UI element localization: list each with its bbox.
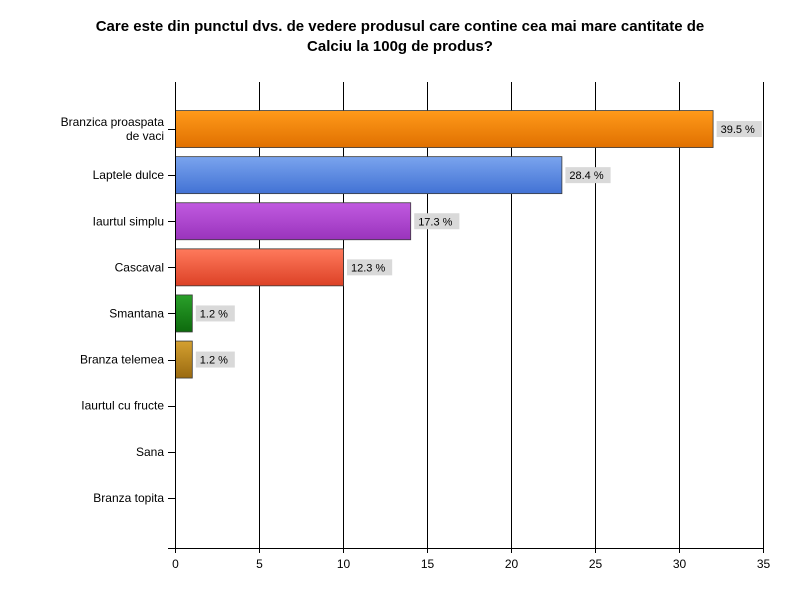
labels: 0 5 10 15 20 25 30 35 Branzica proaspata de vaci 3… <box>61 115 771 571</box>
data-label-3: 12.3 % <box>351 262 385 274</box>
data-label-bg-1 <box>565 167 611 184</box>
x-tick-label-15: 15 <box>421 557 435 571</box>
chart-title: Care este din punctul dvs. de vedere pro… <box>0 17 800 57</box>
data-label-0: 39.5 % <box>721 124 755 136</box>
data-label-bg-2 <box>414 213 460 230</box>
data-label-1: 28.4 % <box>569 170 603 182</box>
category-label-3: Cascaval <box>115 260 164 274</box>
x-tick-label-5: 5 <box>256 557 263 571</box>
x-tick-label-35: 35 <box>757 557 771 571</box>
x-tick-label-25: 25 <box>589 557 603 571</box>
category-label-2: Iaurtul simplu <box>93 214 164 228</box>
bars <box>175 110 714 379</box>
bar-1 <box>175 156 563 195</box>
bar-3 <box>175 248 344 287</box>
bar-0 <box>175 110 714 148</box>
bar-5 <box>175 340 193 379</box>
bar-4 <box>175 294 193 333</box>
x-tick-label-10: 10 <box>337 557 351 571</box>
chart-title-line-1: Care este din punctul dvs. de vedere pro… <box>95 18 705 35</box>
x-tick-label-20: 20 <box>505 557 519 571</box>
data-label-bg-4 <box>195 305 235 322</box>
category-label-0: Branzica proaspata de vaci <box>61 115 165 143</box>
data-label-bg-5 <box>195 351 235 368</box>
data-label-5: 1.2 % <box>200 355 228 367</box>
data-label-2: 17.3 % <box>418 216 452 228</box>
bar-2 <box>175 202 412 241</box>
axes <box>168 82 764 553</box>
chart-title-line-2: Calciu la 100g de produs? <box>307 38 493 55</box>
gridlines <box>259 82 764 548</box>
category-label-4: Smantana <box>109 306 164 320</box>
category-label-8: Branza topita <box>93 491 164 505</box>
data-label-4: 1.2 % <box>200 308 228 320</box>
x-tick-label-30: 30 <box>673 557 687 571</box>
data-label-bg-0 <box>716 121 762 138</box>
category-label-6: Iaurtul cu fructe <box>81 399 164 413</box>
category-label-1: Laptele dulce <box>93 168 165 182</box>
category-label-5: Branza telemea <box>80 353 164 367</box>
category-label-7: Sana <box>136 445 164 459</box>
data-label-bg-3 <box>347 259 393 276</box>
x-tick-label-0: 0 <box>172 557 179 571</box>
